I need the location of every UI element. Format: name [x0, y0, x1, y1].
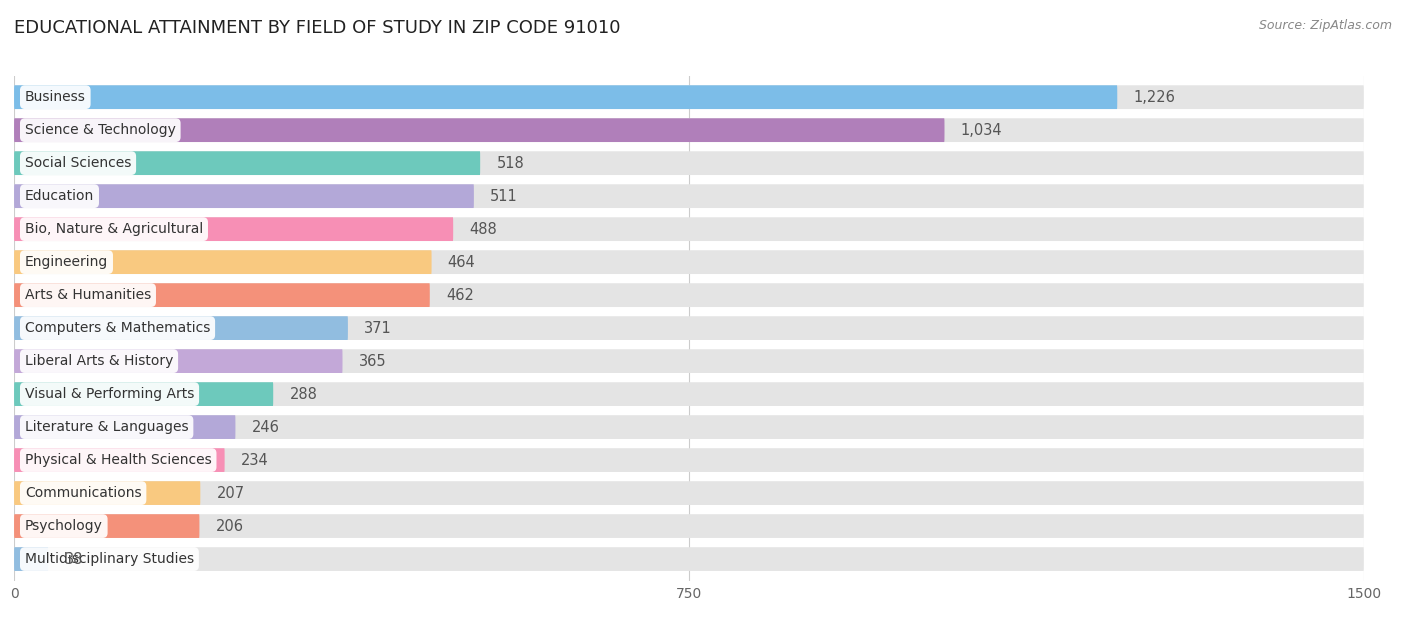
FancyBboxPatch shape: [14, 316, 1364, 340]
Text: Science & Technology: Science & Technology: [25, 123, 176, 137]
Text: 488: 488: [470, 221, 498, 237]
FancyBboxPatch shape: [14, 217, 453, 241]
Text: Arts & Humanities: Arts & Humanities: [25, 288, 150, 302]
FancyBboxPatch shape: [14, 85, 1118, 109]
Text: 206: 206: [215, 519, 243, 534]
Text: 1,034: 1,034: [960, 122, 1002, 138]
FancyBboxPatch shape: [14, 448, 225, 472]
Text: 464: 464: [447, 255, 475, 269]
FancyBboxPatch shape: [14, 448, 1364, 472]
Text: 38: 38: [65, 551, 83, 567]
Text: EDUCATIONAL ATTAINMENT BY FIELD OF STUDY IN ZIP CODE 91010: EDUCATIONAL ATTAINMENT BY FIELD OF STUDY…: [14, 19, 620, 37]
Text: 1,226: 1,226: [1133, 90, 1175, 105]
Text: Business: Business: [25, 90, 86, 104]
Text: Education: Education: [25, 189, 94, 203]
Text: 365: 365: [359, 353, 387, 369]
FancyBboxPatch shape: [14, 316, 347, 340]
Text: Multidisciplinary Studies: Multidisciplinary Studies: [25, 552, 194, 566]
FancyBboxPatch shape: [14, 547, 48, 571]
FancyBboxPatch shape: [14, 151, 481, 175]
Text: 288: 288: [290, 387, 318, 401]
FancyBboxPatch shape: [14, 184, 1364, 208]
FancyBboxPatch shape: [14, 382, 1364, 406]
Text: 518: 518: [496, 156, 524, 170]
FancyBboxPatch shape: [14, 118, 945, 142]
Text: 371: 371: [364, 321, 392, 336]
FancyBboxPatch shape: [14, 283, 1364, 307]
FancyBboxPatch shape: [14, 415, 1364, 439]
Text: Physical & Health Sciences: Physical & Health Sciences: [25, 453, 212, 467]
FancyBboxPatch shape: [14, 349, 1364, 373]
FancyBboxPatch shape: [14, 151, 1364, 175]
FancyBboxPatch shape: [14, 85, 1364, 109]
Text: 246: 246: [252, 420, 280, 435]
FancyBboxPatch shape: [14, 415, 235, 439]
FancyBboxPatch shape: [14, 481, 1364, 505]
FancyBboxPatch shape: [14, 118, 1364, 142]
Text: Visual & Performing Arts: Visual & Performing Arts: [25, 387, 194, 401]
Text: 511: 511: [491, 189, 517, 204]
Text: Literature & Languages: Literature & Languages: [25, 420, 188, 434]
Text: 207: 207: [217, 486, 245, 500]
FancyBboxPatch shape: [14, 514, 1364, 538]
Text: Psychology: Psychology: [25, 519, 103, 533]
Text: Communications: Communications: [25, 486, 142, 500]
FancyBboxPatch shape: [14, 184, 474, 208]
Text: Source: ZipAtlas.com: Source: ZipAtlas.com: [1258, 19, 1392, 32]
Text: Bio, Nature & Agricultural: Bio, Nature & Agricultural: [25, 222, 202, 236]
FancyBboxPatch shape: [14, 382, 273, 406]
Text: Computers & Mathematics: Computers & Mathematics: [25, 321, 211, 335]
FancyBboxPatch shape: [14, 251, 1364, 274]
FancyBboxPatch shape: [14, 514, 200, 538]
FancyBboxPatch shape: [14, 283, 430, 307]
FancyBboxPatch shape: [14, 349, 343, 373]
FancyBboxPatch shape: [14, 217, 1364, 241]
FancyBboxPatch shape: [14, 547, 1364, 571]
Text: 462: 462: [446, 288, 474, 303]
FancyBboxPatch shape: [14, 251, 432, 274]
Text: Engineering: Engineering: [25, 255, 108, 269]
Text: 234: 234: [240, 452, 269, 468]
FancyBboxPatch shape: [14, 481, 200, 505]
Text: Liberal Arts & History: Liberal Arts & History: [25, 354, 173, 368]
Text: Social Sciences: Social Sciences: [25, 156, 131, 170]
